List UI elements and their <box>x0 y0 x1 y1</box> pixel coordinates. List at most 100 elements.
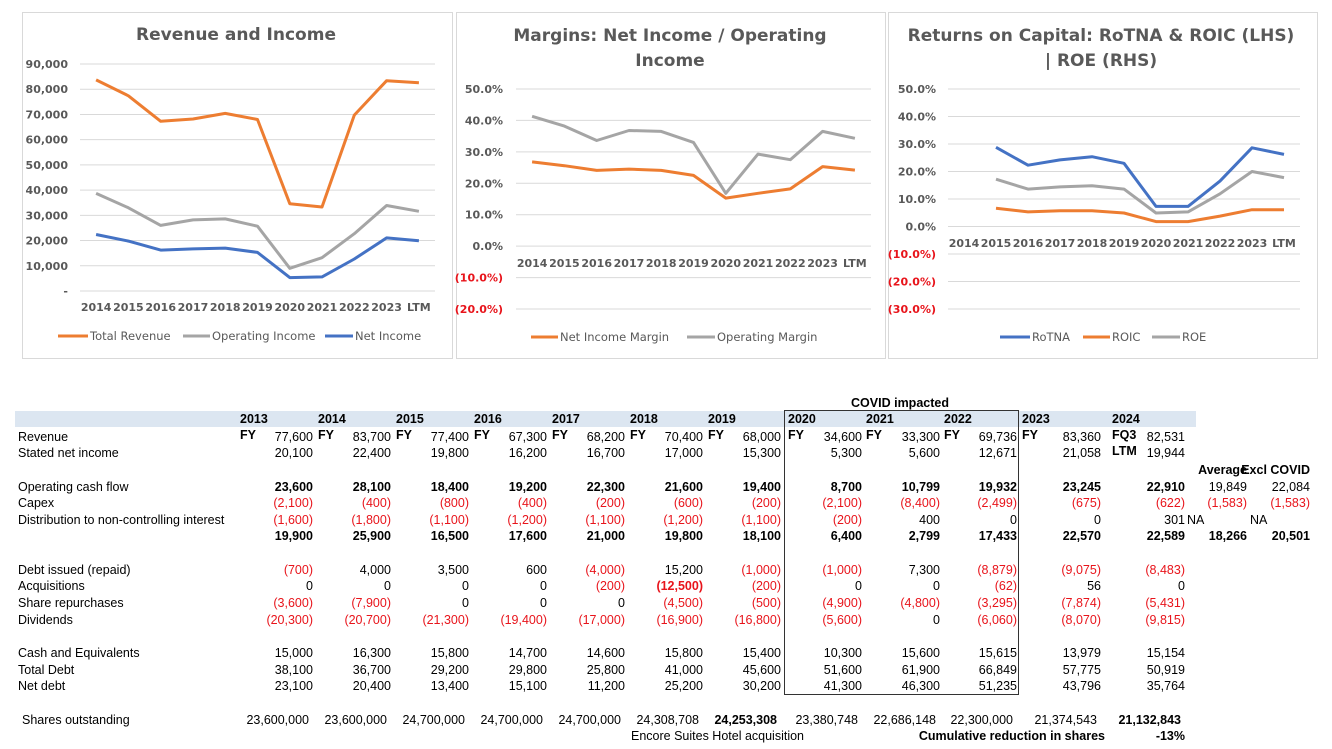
row-label: Net debt <box>18 679 66 693</box>
table-row: Total Debt 38,100 36,700 29,200 29,800 25,800… <box>15 662 1325 678</box>
table-row: 19,900 25,900 16,500 17,600 21,000 19,800 18,1… <box>15 528 1325 544</box>
table-cell: 51,600 <box>823 663 862 677</box>
table-cell: 68,200 <box>586 430 625 444</box>
y-tick-label: 30,000 <box>26 209 69 222</box>
row-label: Capex <box>18 496 55 510</box>
column-header: 2013 FY <box>240 412 268 442</box>
table-cell: 43,796 <box>1062 679 1101 693</box>
chart-title: Returns on Capital: RoTNA & ROIC (LHS) <box>908 26 1295 46</box>
table-cell: 22,589 <box>1146 529 1185 543</box>
y-tick-label: 10.0% <box>465 209 503 222</box>
table-cell: 23,600,000 <box>246 713 309 727</box>
table-cell: 19,800 <box>430 446 469 460</box>
table-cell: 22,910 <box>1146 480 1185 494</box>
table-cell: 41,000 <box>664 663 703 677</box>
table-cell: 0 <box>384 579 391 593</box>
table-cell: 22,686,148 <box>873 713 936 727</box>
table-cell: 29,800 <box>508 663 547 677</box>
table-cell: 23,600,000 <box>324 713 387 727</box>
row-label: Debt issued (repaid) <box>18 563 131 577</box>
table-cell: 19,200 <box>508 480 547 494</box>
table-cell: (1,583) <box>1270 496 1310 510</box>
table-cell: (8,879) <box>977 563 1017 577</box>
y-tick-label: 40.0% <box>465 114 503 127</box>
table-cell: 67,300 <box>508 430 547 444</box>
y-tick-label: 20.0% <box>898 166 936 179</box>
table-cell: (675) <box>1071 496 1101 510</box>
table-cell: 18,400 <box>430 480 469 494</box>
x-tick-label: 2015 <box>113 301 144 314</box>
column-header: 2016 FY <box>474 412 502 442</box>
table-cell: 15,100 <box>508 679 547 693</box>
table-cell: 21,000 <box>586 529 625 543</box>
table-cell: 15,800 <box>664 646 703 660</box>
table-cell: (200) <box>832 513 862 527</box>
table-cell: 0 <box>540 596 547 610</box>
table-cell: (500) <box>751 596 781 610</box>
row-label: Shares outstanding <box>22 713 130 727</box>
row-label: Distribution to non-controlling interest <box>18 513 225 527</box>
table-cell: 11,200 <box>587 679 625 693</box>
table-cell: (62) <box>994 579 1017 593</box>
table-cell: 23,600 <box>274 480 313 494</box>
x-tick-label: LTM <box>843 257 867 270</box>
x-tick-label: 2019 <box>1109 237 1140 250</box>
table-row: Net debt 23,100 20,400 13,400 15,100 11,200 25… <box>15 678 1325 694</box>
table-cell: 20,100 <box>274 446 313 460</box>
table-cell: 25,800 <box>586 663 625 677</box>
row-label: Revenue <box>18 430 69 444</box>
x-tick-label: 2016 <box>1013 237 1044 250</box>
table-cell: 15,300 <box>742 446 781 460</box>
table-cell: 19,800 <box>664 529 703 543</box>
table-row: Dividends (20,300) (20,700) (21,300) (19,400… <box>15 612 1325 628</box>
table-cell: (5,600) <box>822 613 862 627</box>
table-cell: 15,800 <box>430 646 469 660</box>
legend-label: Net Income Margin <box>560 330 669 344</box>
table-cell: 19,849 <box>1208 480 1247 494</box>
table-cell: 21,058 <box>1062 446 1101 460</box>
row-label: Dividends <box>18 613 73 627</box>
table-cell: 15,615 <box>978 646 1017 660</box>
table-cell: (1,100) <box>429 513 469 527</box>
table-cell: (9,815) <box>1145 613 1185 627</box>
table-cell: 29,200 <box>430 663 469 677</box>
table-cell: 16,200 <box>508 446 547 460</box>
y-tick-label: 50,000 <box>26 159 69 172</box>
column-header: Average <box>1198 463 1247 477</box>
table-cell: 20,501 <box>1271 529 1310 543</box>
table-cell: 0 <box>540 579 547 593</box>
table-cell: 0 <box>933 579 940 593</box>
x-tick-label: 2018 <box>210 301 241 314</box>
table-cell: (7,900) <box>351 596 391 610</box>
charts-canvas: Revenue and Income - 10,000 20,000 30,000 40,… <box>26 25 1300 344</box>
table-cell: 24,308,708 <box>636 713 699 727</box>
table-cell: (19,400) <box>500 613 547 627</box>
x-tick-label: 2017 <box>1045 237 1076 250</box>
covid-impacted-label: COVID impacted <box>851 396 949 410</box>
table-cell: 17,600 <box>508 529 547 543</box>
x-tick-label: 2021 <box>307 301 338 314</box>
table-cell: (200) <box>751 579 781 593</box>
table-cell: 57,775 <box>1062 663 1101 677</box>
table-cell: (4,000) <box>585 563 625 577</box>
table-cell: 50,919 <box>1146 663 1185 677</box>
series-line-total-revenue <box>95 78 419 209</box>
x-tick-label: 2015 <box>549 257 580 270</box>
row-label: Cash and Equivalents <box>18 646 140 660</box>
table-cell: 6,400 <box>830 529 862 543</box>
table-cell: 16,300 <box>352 646 391 660</box>
table-cell: 18,266 <box>1208 529 1247 543</box>
table-cell: 16,500 <box>430 529 469 543</box>
table-cell: NA <box>1250 513 1268 527</box>
table-cell: 83,360 <box>1062 430 1101 444</box>
y-tick-label: 0.0% <box>905 221 936 234</box>
y-tick-label: 30.0% <box>465 146 503 159</box>
table-cell: 18,100 <box>742 529 781 543</box>
table-cell: 0 <box>1094 513 1101 527</box>
table-cell: (8,070) <box>1061 613 1101 627</box>
row-label: Stated net income <box>18 446 119 460</box>
chart-panel-revenue-income <box>22 12 453 359</box>
column-header: 2023 FY <box>1022 412 1050 442</box>
table-row: Cash and Equivalents 15,000 16,300 15,800 14… <box>15 645 1325 661</box>
table-cell: 36,700 <box>352 663 391 677</box>
